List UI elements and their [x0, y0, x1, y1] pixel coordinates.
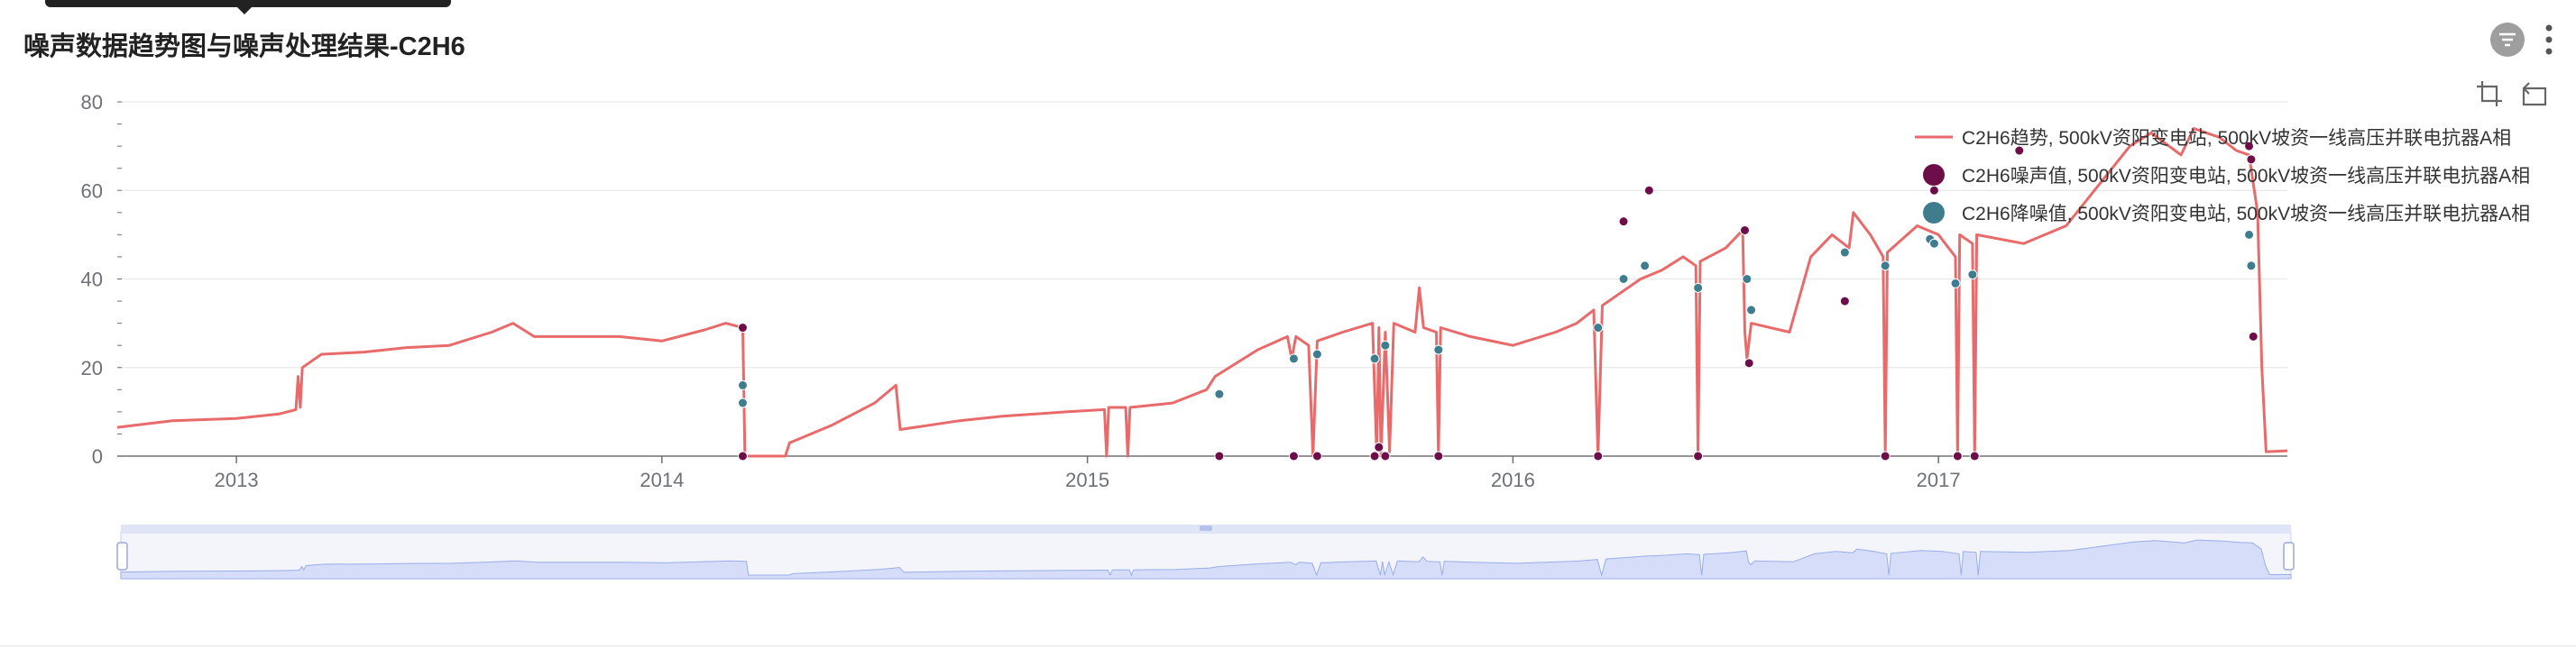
noise-point — [1969, 451, 1980, 462]
denoise-point — [1618, 274, 1629, 284]
noise-point — [1374, 442, 1385, 452]
zoom-restore-icon[interactable] — [2520, 79, 2549, 108]
noise-point — [2244, 141, 2255, 151]
denoise-point — [1640, 261, 1651, 271]
x-tick-label: 2017 — [1917, 469, 1961, 491]
noise-point — [1880, 451, 1891, 462]
zoom-slider-grip — [1200, 526, 1212, 531]
noise-point — [1743, 358, 1754, 369]
zoom-handle-left[interactable] — [116, 542, 128, 571]
x-tick-label: 2016 — [1491, 469, 1535, 491]
y-tick-label: 60 — [81, 179, 103, 202]
filter-icon[interactable] — [2489, 22, 2525, 58]
noise-point — [1593, 451, 1604, 462]
y-tick-label: 0 — [92, 445, 103, 468]
denoise-point — [1369, 353, 1380, 364]
denoise-point — [1311, 349, 1322, 360]
noise-point — [1928, 185, 1939, 196]
denoise-point — [1880, 261, 1891, 271]
zoom-handle-right[interactable] — [2283, 542, 2295, 571]
denoise-point — [1742, 274, 1753, 284]
noise-point — [1214, 451, 1225, 462]
denoise-point — [1746, 305, 1757, 315]
legend-label: C2H6噪声值, 500kV资阳变电站, 500kV坡资一线高压并联电抗器A相 — [1962, 166, 2530, 187]
noise-point — [1643, 185, 1654, 196]
bottom-divider — [0, 645, 2576, 646]
noise-point — [1380, 451, 1391, 462]
more-vertical-icon[interactable] — [2542, 23, 2556, 56]
denoise-point — [1928, 238, 1939, 249]
x-tick-label: 2013 — [215, 469, 259, 491]
noise-point — [1693, 451, 1704, 462]
tooltip-remnant — [45, 0, 451, 14]
y-tick-label: 80 — [81, 91, 103, 114]
legend-label: C2H6趋势, 500kV资阳变电站, 500kV坡资一线高压并联电抗器A相 — [1962, 128, 2511, 149]
x-tick-label: 2015 — [1065, 469, 1109, 491]
legend-denoise-swatch — [1923, 202, 1945, 224]
noise-point — [1311, 451, 1322, 462]
noise-point — [1839, 296, 1850, 306]
noise-point — [1369, 451, 1380, 462]
legend-label: C2H6降噪值, 500kV资阳变电站, 500kV坡资一线高压并联电抗器A相 — [1962, 204, 2530, 224]
noise-point — [1618, 216, 1629, 227]
denoise-point — [737, 379, 748, 390]
noise-point — [1740, 224, 1750, 235]
noise-point — [2248, 331, 2259, 342]
noise-point — [1433, 451, 1444, 462]
denoise-point — [737, 398, 748, 408]
zoom-slider-overview — [120, 539, 2292, 580]
denoise-point — [1693, 282, 1704, 293]
y-tick-label: 20 — [81, 357, 103, 379]
denoise-point — [1950, 278, 1961, 288]
noise-point — [1952, 451, 1963, 462]
trend-series-line — [116, 127, 2288, 458]
denoise-point — [1380, 340, 1391, 351]
noise-point — [1288, 451, 1299, 462]
denoise-point — [1593, 323, 1604, 334]
x-tick-label: 2014 — [639, 469, 684, 491]
page-title: 噪声数据趋势图与噪声处理结果-C2H6 — [23, 32, 465, 61]
denoise-point — [2246, 261, 2257, 271]
denoise-point — [1288, 353, 1299, 364]
noise-point — [2246, 154, 2257, 165]
denoise-point — [1967, 270, 1978, 280]
denoise-point — [1214, 388, 1225, 399]
noise-point — [737, 323, 748, 334]
noise-point — [2014, 145, 2025, 156]
y-tick-label: 40 — [81, 269, 103, 291]
legend-noise-swatch — [1923, 164, 1945, 186]
data-zoom-icon[interactable] — [2475, 79, 2504, 108]
noise-point — [737, 451, 748, 462]
denoise-point — [1433, 344, 1444, 355]
denoise-point — [1839, 247, 1850, 258]
denoise-point — [2244, 229, 2255, 240]
